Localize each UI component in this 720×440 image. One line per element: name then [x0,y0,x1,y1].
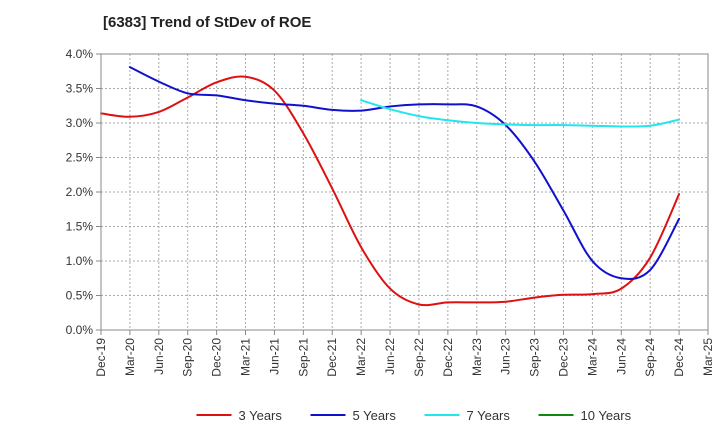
x-tick-label: Mar-25 [701,338,715,376]
legend-label-10-years: 10 Years [581,408,632,423]
y-tick-label: 0.0% [66,323,94,337]
legend-label-7-years: 7 Years [467,408,511,423]
x-tick-label: Dec-19 [94,338,108,377]
x-tick-label: Jun-23 [499,338,513,375]
chart-title: [6383] Trend of StDev of ROE [103,14,311,31]
x-tick-label: Sep-20 [181,338,195,377]
x-tick-label: Sep-22 [412,338,426,377]
x-tick-label: Sep-23 [528,338,542,377]
y-tick-label: 1.5% [66,220,94,234]
x-tick-label: Mar-20 [123,338,137,376]
x-tick-label: Mar-23 [470,338,484,376]
x-tick-label: Dec-22 [441,338,455,377]
x-tick-label: Dec-23 [556,338,570,377]
y-tick-label: 3.5% [66,82,94,96]
x-axis: Dec-19 Mar-20 Jun-20 Sep-20 Dec-20 Mar-21 Jun-… [94,330,715,377]
series-line-5-years [128,66,681,280]
x-tick-label: Dec-20 [210,338,224,377]
y-tick-label: 2.5% [66,151,94,165]
x-tick-label: Dec-24 [672,338,686,377]
legend: 3 Years 5 Years 7 Years 10 Years [196,408,632,423]
x-tick-label: Jun-22 [383,338,397,375]
y-axis: 0.0% 0.5% 1.0% 1.5% 2.0% 2.5% 3.0% 3.5% 4.0% [66,47,101,337]
x-tick-label: Dec-21 [325,338,339,377]
y-tick-label: 4.0% [66,47,94,61]
x-tick-label: Mar-22 [354,338,368,376]
x-tick-label: Sep-21 [296,338,310,377]
x-tick-label: Mar-21 [239,338,253,376]
x-tick-label: Jun-24 [614,338,628,375]
legend-label-5-years: 5 Years [353,408,397,423]
y-tick-label: 2.0% [66,185,94,199]
series-layer [100,66,681,307]
series-line-3-years [100,75,681,307]
legend-label-3-years: 3 Years [239,408,283,423]
series-line-7-years [360,99,681,128]
y-tick-label: 1.0% [66,254,94,268]
x-tick-label: Jun-21 [267,338,281,375]
x-tick-label: Jun-20 [152,338,166,375]
y-tick-label: 0.5% [66,289,94,303]
y-tick-label: 3.0% [66,116,94,130]
x-tick-label: Mar-24 [585,338,599,376]
x-tick-label: Sep-24 [643,338,657,377]
plot-frame [100,53,709,331]
